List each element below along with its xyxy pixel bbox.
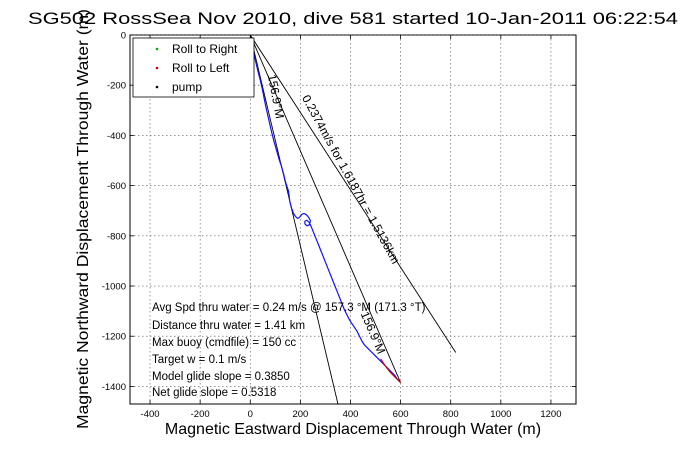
legend-marker-pump xyxy=(155,85,159,89)
x-tick-label-4: 400 xyxy=(343,409,359,420)
x-axis-label: Magnetic Eastward Displacement Through W… xyxy=(165,421,541,438)
y-tick-label-6: -1200 xyxy=(102,332,126,343)
x-tick-label-6: 800 xyxy=(443,409,459,420)
annotation-max-buoy: Max buoy (cmdfile) = 150 cc xyxy=(152,337,296,349)
reference-lines xyxy=(249,35,457,404)
y-tick-label-3: -600 xyxy=(107,181,126,192)
legend-label-roll-left: Roll to Left xyxy=(172,61,230,75)
x-tick-label-3: 200 xyxy=(292,409,308,420)
y-tick-label-0: 0 xyxy=(121,31,126,42)
y-tick-label-2: -400 xyxy=(107,131,126,142)
annotation-target-w: Target w = 0.1 m/s xyxy=(152,354,247,366)
y-tick-label-7: -1400 xyxy=(102,382,126,393)
x-tick-label-0: -400 xyxy=(141,409,160,420)
annotation-avg-speed: Avg Spd thru water = 0.24 m/s @ 157.3 °M… xyxy=(152,302,426,314)
x-tick-label-1: -200 xyxy=(191,409,210,420)
legend-box xyxy=(132,37,255,98)
reference-line-2 xyxy=(249,35,402,383)
legend: Roll to Right Roll to Left pump xyxy=(132,37,255,98)
legend-marker-roll-left xyxy=(155,66,159,70)
series-line-0 xyxy=(249,37,401,382)
reference-line-1 xyxy=(249,35,339,404)
y-tick-label-1: -200 xyxy=(107,81,126,92)
x-tick-label-7: 1000 xyxy=(490,409,511,420)
y-axis-ticks: 0 -200 -400 -600 -800 -1000 -1200 -1400 xyxy=(102,31,576,393)
annotation-distance: Distance thru water = 1.41 km xyxy=(152,320,305,332)
annotation-block: Avg Spd thru water = 0.24 m/s @ 157.3 °M… xyxy=(152,302,426,399)
x-tick-label-2: 0 xyxy=(248,409,253,420)
series-line-1 xyxy=(380,358,402,384)
x-tick-label-5: 600 xyxy=(393,409,409,420)
chart-title: SG502 RossSea Nov 2010, dive 581 started… xyxy=(28,9,678,28)
reference-line-0 xyxy=(249,35,457,353)
y-axis-label: Magnetic Northward Displacement Through … xyxy=(75,9,92,429)
legend-marker-roll-right xyxy=(155,47,159,51)
y-tick-label-4: -800 xyxy=(107,231,126,242)
y-tick-label-5: -1000 xyxy=(102,282,126,293)
legend-label-roll-right: Roll to Right xyxy=(172,42,238,56)
legend-label-pump: pump xyxy=(172,80,202,94)
x-axis-ticks: -400 -200 0 200 400 600 800 1000 1200 xyxy=(141,35,562,420)
annotation-net-glide: Net glide slope = 0.5318 xyxy=(152,387,276,399)
series-group xyxy=(249,37,402,384)
annotation-model-glide: Model glide slope = 0.3850 xyxy=(152,371,290,383)
x-tick-label-8: 1200 xyxy=(540,409,561,420)
